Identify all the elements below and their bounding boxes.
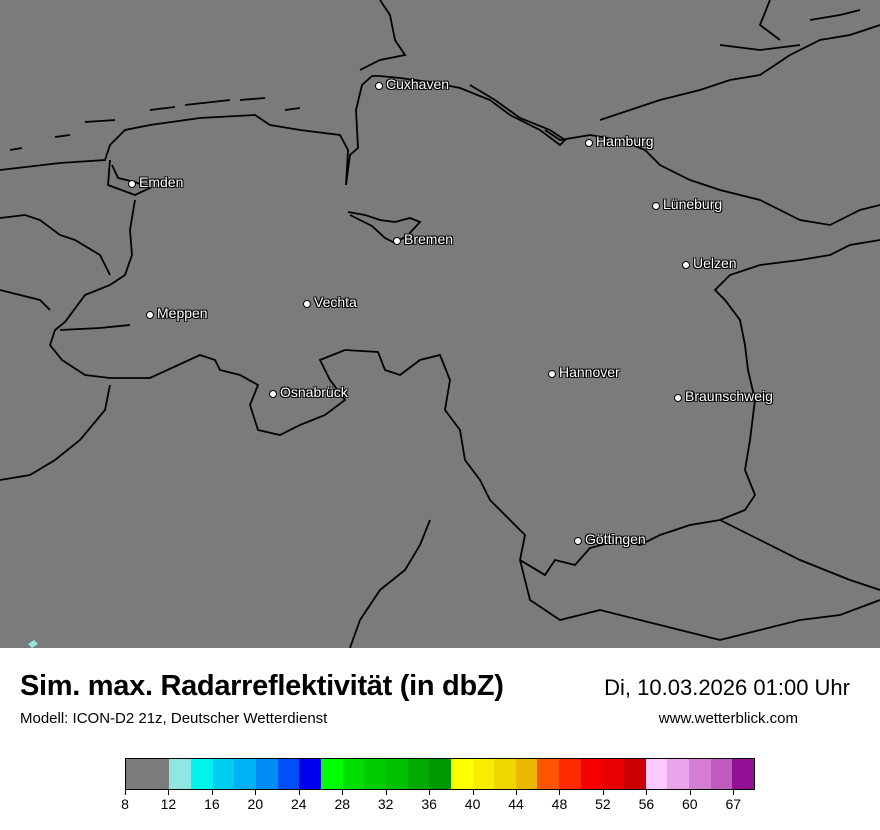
colorbar-segment: [515, 759, 538, 789]
colorbar-segment: [689, 759, 711, 789]
city-dot: [682, 261, 690, 269]
colorbar-segment: [537, 759, 560, 789]
city-dot: [128, 180, 136, 188]
colorbar-tick: [689, 790, 691, 795]
colorbar-segment: [385, 759, 408, 789]
city-label: Braunschweig: [685, 388, 773, 404]
colorbar-segment: [364, 759, 386, 789]
city-label: Hamburg: [596, 133, 654, 149]
chart-title: Sim. max. Radarreflektivität (in dbZ): [20, 670, 504, 702]
colorbar-segment: [494, 759, 516, 789]
border-west: [48, 199, 880, 577]
colorbar-tick-label: 8: [121, 796, 129, 812]
colorbar-segment: [624, 759, 646, 789]
colorbar-segment: [169, 759, 191, 789]
colorbar-tick: [255, 790, 257, 795]
colorbar-tick-label: 16: [204, 796, 220, 812]
colorbar-segment: [710, 759, 733, 789]
colorbar-tick-label: 44: [508, 796, 524, 812]
colorbar: [125, 758, 755, 790]
colorbar-segment: [212, 759, 235, 789]
city-dot: [146, 311, 154, 319]
colorbar-tick: [385, 790, 387, 795]
colorbar-tick: [125, 790, 126, 795]
city-label: Uelzen: [693, 255, 737, 271]
city-dot: [393, 237, 401, 245]
model-info: Modell: ICON-D2 21z, Deutscher Wetterdie…: [20, 710, 328, 727]
colorbar-tick: [733, 790, 735, 795]
city-dot: [652, 202, 660, 210]
colorbar-tick-label: 12: [160, 796, 177, 812]
colorbar-tick: [472, 790, 474, 795]
weser: [347, 211, 422, 245]
colorbar-segment: [450, 759, 473, 789]
city-label: Meppen: [157, 305, 208, 321]
colorbar-tick: [211, 790, 213, 795]
colorbar-tick: [559, 790, 561, 795]
colorbar-tick: [298, 790, 300, 795]
colorbar-tick: [342, 790, 344, 795]
colorbar-tick: [168, 790, 170, 795]
colorbar-segment: [602, 759, 625, 789]
colorbar-segment: [342, 759, 365, 789]
city-dot: [674, 394, 682, 402]
colorbar-segment: [667, 759, 690, 789]
city-dot: [548, 370, 556, 378]
city-label: Cuxhaven: [386, 76, 450, 92]
colorbar-segment: [190, 759, 213, 789]
city-label: Göttingen: [585, 531, 646, 547]
colorbar-tick: [646, 790, 648, 795]
colorbar-tick-label: 24: [290, 796, 307, 812]
colorbar-tick-label: 32: [377, 796, 394, 812]
city-label: Emden: [139, 174, 184, 190]
colorbar-tick-label: 56: [638, 796, 655, 812]
colorbar-segment: [407, 759, 430, 789]
colorbar-tick: [516, 790, 518, 795]
colorbar-segment: [320, 759, 343, 789]
colorbar-tick-label: 28: [334, 796, 351, 812]
colorbar-segment: [472, 759, 495, 789]
colorbar-ticks: 8 12 16 20 24 28 32 36 40 44 48 52 56 60 67: [121, 790, 755, 820]
website-link[interactable]: www.wetterblick.com: [658, 710, 798, 727]
colorbar-tick: [602, 790, 604, 795]
city-dot: [585, 139, 593, 147]
colorbar-segment: [580, 759, 603, 789]
colorbar-segment: [126, 759, 148, 789]
colorbar-tick-label: 52: [595, 796, 611, 812]
radar-map[interactable]: Cuxhaven Hamburg Emden Lüneburg Bremen Uelzen…: [0, 0, 880, 648]
city-label: Osnabrück: [280, 384, 348, 400]
city-dot: [303, 300, 311, 308]
city-label: Bremen: [404, 231, 454, 247]
city-label: Vechta: [314, 294, 357, 310]
coastline-borders: [0, 0, 880, 648]
city-label: Hannover: [559, 364, 620, 380]
colorbar-segment: [732, 759, 755, 789]
city-dot: [269, 390, 277, 398]
city-label: Lüneburg: [663, 196, 723, 212]
colorbar-segment: [147, 759, 170, 789]
colorbar-tick-label: 60: [682, 796, 698, 812]
forecast-datetime: Di, 10.03.2026 01:00 Uhr: [604, 675, 850, 700]
coastline: [0, 75, 567, 186]
colorbar-segment: [277, 759, 300, 789]
colorbar-tick-label: 36: [421, 796, 437, 812]
colorbar-tick-label: 20: [247, 796, 264, 812]
colorbar-segment: [299, 759, 321, 789]
colorbar-segment: [429, 759, 451, 789]
colorbar-segment: [255, 759, 278, 789]
radar-echo: [28, 640, 38, 648]
city-dot: [375, 82, 383, 90]
colorbar-tick-label: 67: [725, 796, 742, 812]
colorbar-tick-label: 48: [551, 796, 568, 812]
colorbar-segment: [234, 759, 256, 789]
ems-dollart: [107, 159, 153, 196]
colorbar-tick-label: 40: [464, 796, 481, 812]
colorbar-segment: [645, 759, 668, 789]
colorbar-segment: [559, 759, 581, 789]
city-dot: [574, 537, 582, 545]
colorbar-tick: [429, 790, 431, 795]
